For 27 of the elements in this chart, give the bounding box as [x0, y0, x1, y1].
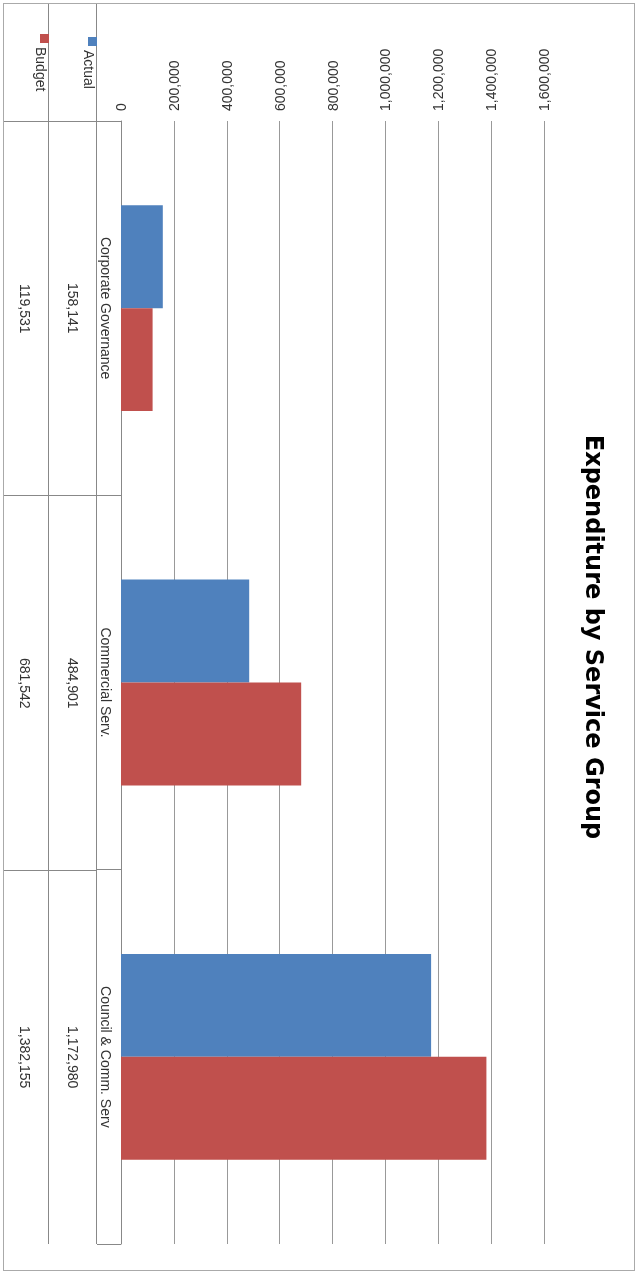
- data-label: 681,542: [17, 657, 33, 709]
- x-tick-label: 800,000: [324, 60, 341, 111]
- bar: [121, 953, 432, 1057]
- x-tick-label: 1,200,000: [430, 48, 447, 111]
- data-label: 158,141: [65, 283, 81, 334]
- bar: [121, 1056, 487, 1160]
- data-label: 1,172,980: [65, 1026, 81, 1089]
- x-tick-label: 1,400,000: [483, 48, 500, 111]
- data-label: 1,382,155: [17, 1026, 33, 1089]
- bar: [121, 682, 302, 786]
- y-tick-label: Corporate Governance: [98, 236, 114, 380]
- bar: [121, 308, 153, 412]
- y-tick-label: Commercial Serv.: [98, 627, 114, 738]
- x-tick-label: 600,000: [271, 60, 288, 111]
- legend-label: Actual: [80, 49, 97, 89]
- data-label: 484,901: [65, 657, 81, 709]
- bar: [121, 579, 250, 683]
- y-tick-label: Council & Comm. Serv: [98, 986, 114, 1128]
- legend-label: Budget: [32, 46, 49, 92]
- data-label: 119,531: [17, 283, 33, 334]
- bar: [121, 205, 163, 309]
- x-tick-label: 1,000,000: [377, 48, 394, 111]
- x-tick-label: 0: [113, 103, 129, 111]
- text: Expenditure by Service Group: [580, 434, 608, 840]
- x-tick-label: 200,000: [165, 60, 182, 111]
- x-tick-label: 400,000: [218, 60, 235, 111]
- x-tick-label: 1,600,000: [536, 48, 552, 111]
